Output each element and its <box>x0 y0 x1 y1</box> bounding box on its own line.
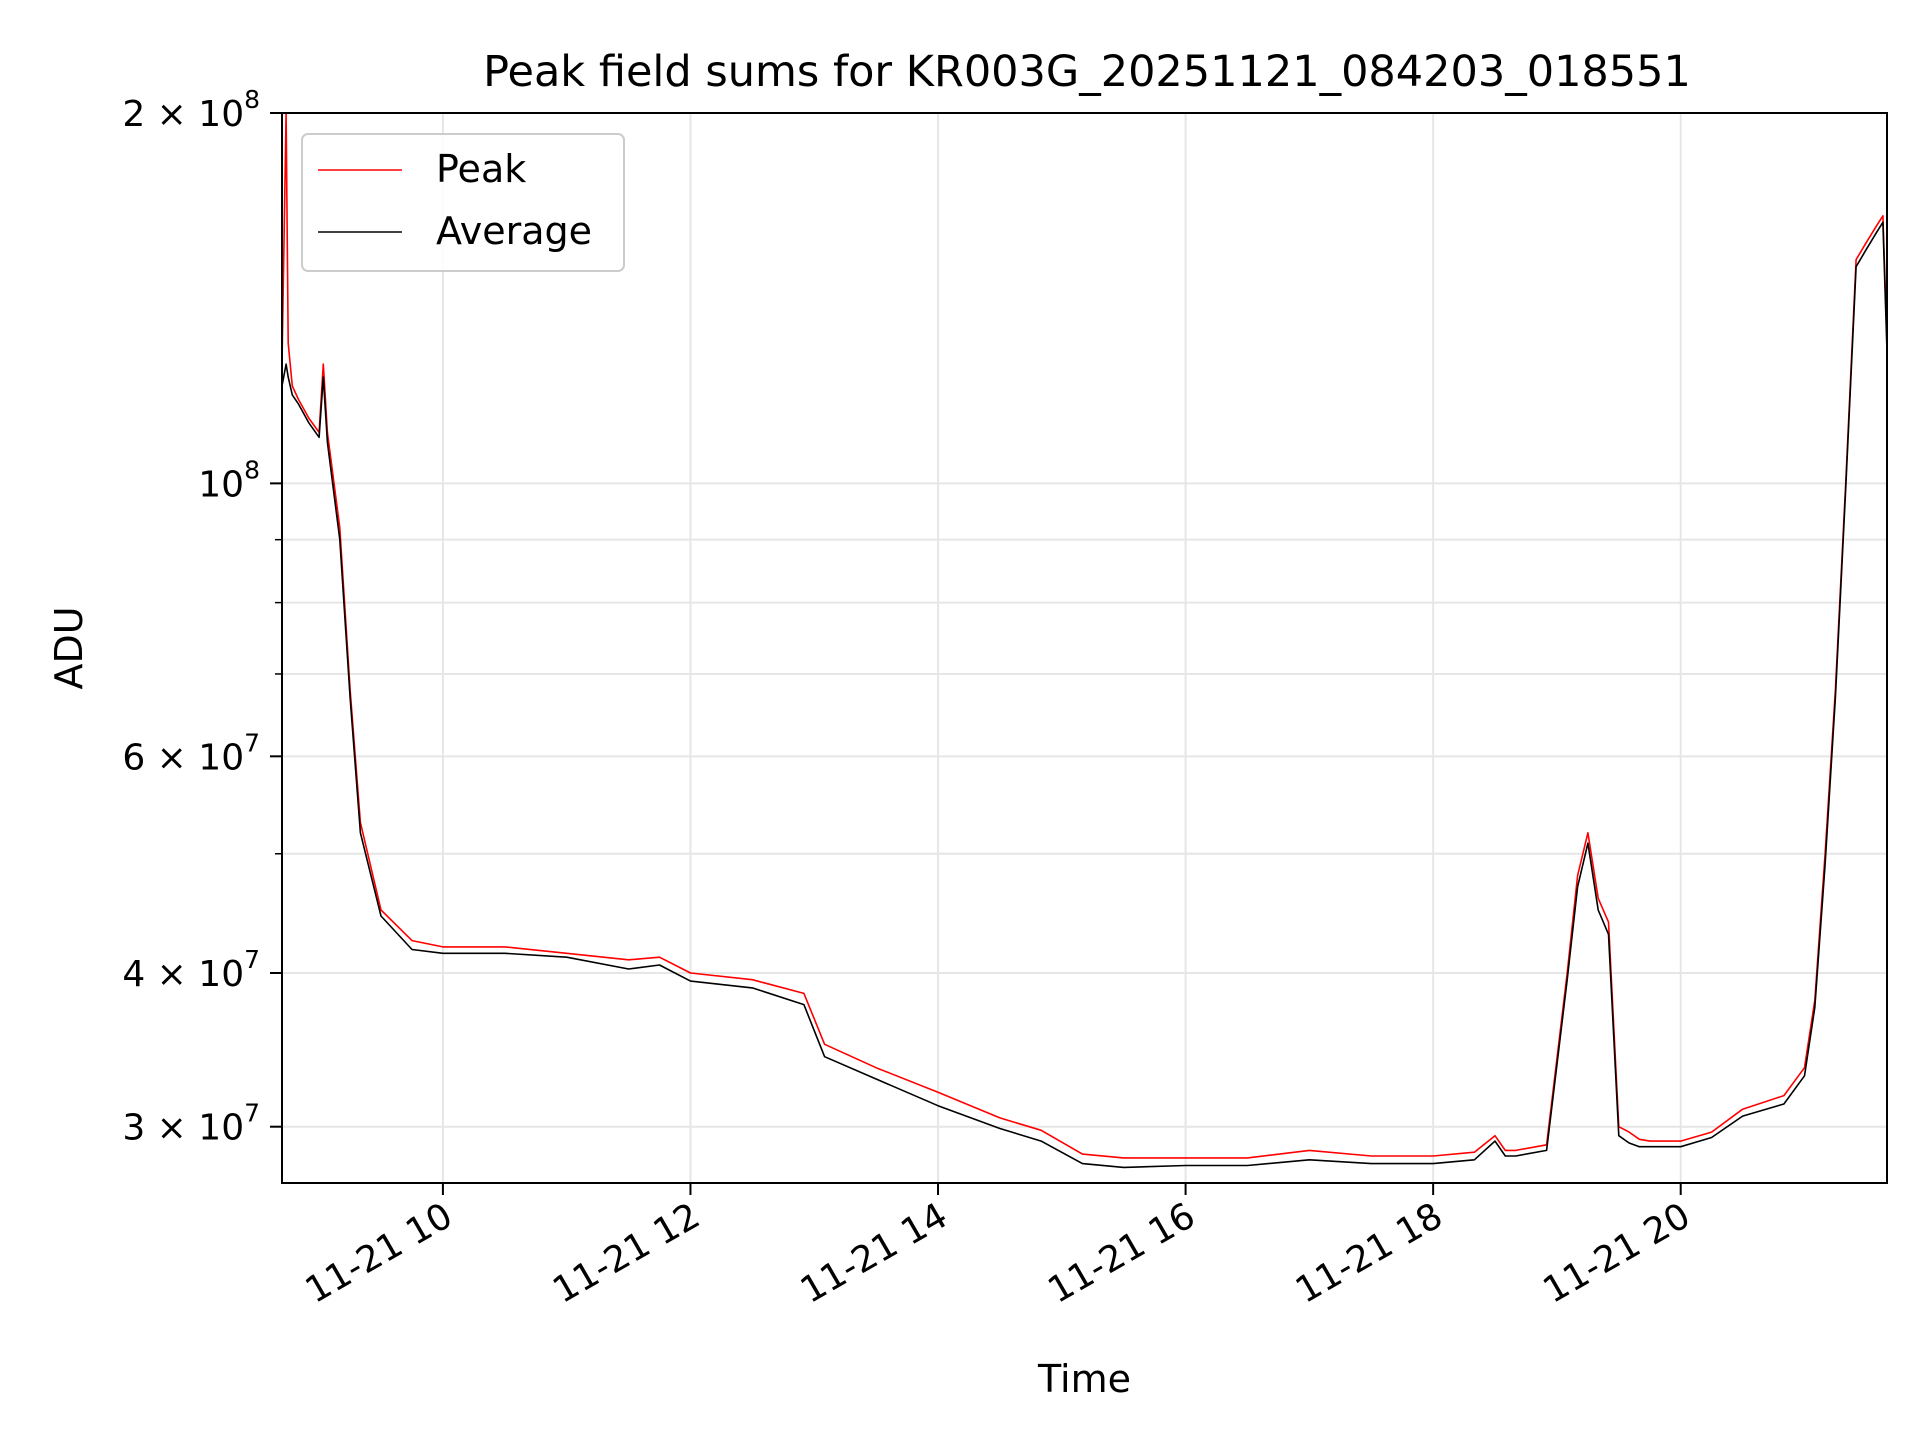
x-tick-label: 11-21 16 <box>1041 1195 1202 1311</box>
y-tick-label: 2 × 108 <box>122 85 260 135</box>
y-axis-label: ADU <box>47 606 91 689</box>
series-layer <box>282 113 1887 1169</box>
legend-average-label: Average <box>436 209 592 253</box>
legend-peak-label: Peak <box>436 147 526 191</box>
y-tick-label: 6 × 107 <box>122 728 260 778</box>
grid <box>282 112 1887 1183</box>
x-tick-label: 11-21 18 <box>1289 1195 1450 1311</box>
plot-area-frame <box>281 112 1888 1184</box>
y-tick-label: 3 × 107 <box>122 1099 260 1149</box>
x-axis-label: Time <box>1037 1357 1131 1401</box>
y-tick-label: 4 × 107 <box>122 945 260 995</box>
x-tick-label: 11-21 12 <box>546 1195 707 1311</box>
series-line-average <box>282 221 1887 1169</box>
legend-box <box>301 133 625 272</box>
x-tick-label: 11-21 14 <box>794 1195 955 1311</box>
legend: Peak Average <box>301 133 625 272</box>
chart-title: Peak field sums for KR003G_20251121_0842… <box>483 47 1691 97</box>
x-tick-label: 11-21 10 <box>299 1195 460 1311</box>
y-tick-label: 108 <box>198 455 260 505</box>
x-tick-label: 11-21 20 <box>1537 1195 1698 1311</box>
